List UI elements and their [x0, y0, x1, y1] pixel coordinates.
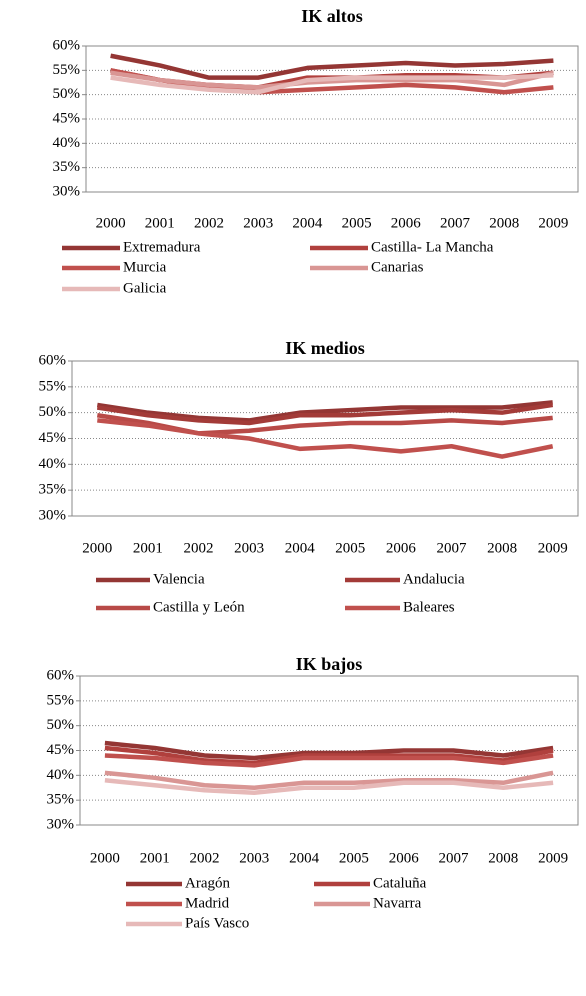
plot-area [71, 360, 579, 517]
chart-title: IK altos [301, 6, 363, 26]
series-line [96, 402, 554, 426]
legend-label: Navarra [373, 895, 422, 911]
series-line [96, 400, 553, 423]
y-tick-label: 55% [53, 62, 81, 78]
chart-title: IK bajos [296, 654, 363, 674]
y-tick-label: 35% [47, 792, 75, 808]
legend-label: Canarias [371, 259, 424, 275]
x-tick-label: 2006 [389, 850, 420, 866]
x-tick-label: 2000 [90, 850, 120, 866]
legend-label: Extremadura [123, 239, 201, 255]
x-tick-label: 2005 [339, 850, 369, 866]
x-tick-label: 2008 [487, 540, 517, 556]
y-tick-label: 30% [47, 816, 75, 832]
x-tick-label: 2007 [439, 850, 470, 866]
x-tick-label: 2003 [234, 540, 264, 556]
y-tick-label: 45% [39, 430, 67, 446]
legend-label: Castilla y León [153, 599, 245, 615]
y-tick-label: 30% [39, 507, 67, 523]
x-tick-label: 2006 [386, 540, 417, 556]
y-tick-label: 50% [47, 717, 75, 733]
chart-title: IK medios [285, 338, 365, 358]
x-tick-label: 2009 [538, 850, 568, 866]
y-tick-label: 60% [53, 37, 81, 53]
x-tick-label: 2009 [538, 215, 568, 231]
legend-label: Castilla- La Mancha [371, 239, 494, 255]
legend-label: País Vasco [185, 915, 249, 931]
legend-label: Madrid [185, 895, 230, 911]
x-tick-label: 2001 [133, 540, 163, 556]
x-tick-label: 2008 [489, 215, 519, 231]
x-tick-label: 2002 [184, 540, 214, 556]
y-tick-label: 30% [53, 183, 81, 199]
x-tick-label: 2003 [239, 850, 269, 866]
x-tick-label: 2000 [82, 540, 112, 556]
y-tick-label: 40% [39, 456, 67, 472]
x-tick-label: 2005 [342, 215, 372, 231]
x-tick-label: 2003 [243, 215, 273, 231]
x-tick-label: 2001 [140, 850, 170, 866]
y-tick-label: 55% [47, 692, 75, 708]
plot-area [85, 45, 579, 193]
y-tick-label: 60% [47, 667, 75, 683]
legend-label: Cataluña [373, 875, 427, 891]
series-line [110, 72, 554, 95]
series-line [104, 770, 554, 790]
legend-label: Andalucia [403, 571, 465, 587]
x-tick-label: 2009 [538, 540, 568, 556]
x-tick-label: 2002 [190, 850, 220, 866]
series-line [104, 745, 554, 766]
x-tick-label: 2004 [292, 215, 323, 231]
x-tick-label: 2008 [488, 850, 518, 866]
y-tick-label: 35% [39, 482, 67, 498]
y-tick-label: 45% [53, 110, 81, 126]
legend-label: Baleares [403, 599, 455, 615]
x-tick-label: 2007 [440, 215, 471, 231]
x-tick-label: 2005 [335, 540, 365, 556]
y-tick-label: 45% [47, 742, 75, 758]
y-tick-label: 50% [39, 404, 67, 420]
x-tick-label: 2004 [285, 540, 316, 556]
x-tick-label: 2002 [194, 215, 224, 231]
series-line [97, 418, 554, 459]
legend-label: Aragón [185, 875, 230, 891]
legend-label: Galicia [123, 280, 167, 296]
plot-area [79, 675, 579, 826]
legend-label: Valencia [153, 571, 205, 587]
series-line [110, 53, 554, 80]
x-tick-label: 2001 [145, 215, 175, 231]
y-tick-label: 35% [53, 159, 81, 175]
y-tick-label: 55% [39, 378, 67, 394]
series-line [104, 778, 554, 795]
series-line [110, 70, 554, 90]
y-tick-label: 40% [53, 135, 81, 151]
x-tick-label: 2000 [96, 215, 126, 231]
series-line [104, 740, 554, 761]
y-tick-label: 50% [53, 86, 81, 102]
series-line [104, 753, 554, 768]
y-tick-label: 60% [39, 352, 67, 368]
x-tick-label: 2006 [391, 215, 422, 231]
y-tick-label: 40% [47, 767, 75, 783]
x-tick-label: 2004 [289, 850, 320, 866]
legend-label: Murcia [123, 259, 167, 275]
x-tick-label: 2007 [437, 540, 468, 556]
